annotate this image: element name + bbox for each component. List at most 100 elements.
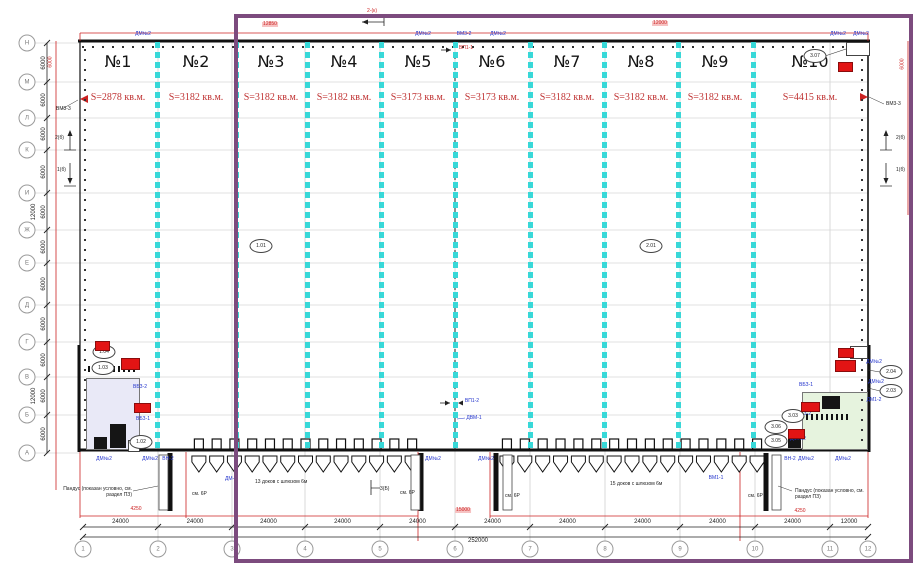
inner-dotted-line-right [861, 49, 863, 443]
side-label: 1(б) [57, 167, 66, 173]
grid-bubble-left: Е [18, 254, 36, 272]
bay-dimension: 12000 [840, 519, 858, 525]
joint-mid-label2: ДВМ-1 [466, 415, 482, 421]
stair-block [94, 437, 107, 449]
dock-left-door [407, 438, 418, 450]
dock-right-door [662, 438, 673, 450]
wall-label-top: ДМ№2 [415, 31, 431, 37]
grid-bubble-bottom: 9 [671, 540, 689, 558]
side-label: ВМ3-3 [886, 101, 901, 107]
grid-bubble-left: Б [18, 406, 36, 424]
red-dim-right-rot: 6000 [899, 58, 906, 70]
bay-dimension: 24000 [559, 519, 576, 525]
ramp-note-right: Пандус (показан условно, см. раздел ПЗ) [795, 488, 864, 500]
dock-right-funnel [606, 455, 622, 473]
section-area: S=3182 кв.м. [613, 92, 669, 103]
dock-left-door [389, 438, 400, 450]
grid-bubble-left: Л [18, 109, 36, 127]
grid-bubble-left: Д [18, 296, 36, 314]
dock-left-funnel [244, 455, 260, 473]
wall-label-bottom: ДМ№2 [835, 456, 851, 462]
side-label: 2(б) [896, 135, 905, 141]
room-tag: 2.03 [879, 384, 903, 398]
room-tag: 3.07 [803, 49, 827, 63]
ramp-bar [493, 453, 499, 511]
roof-access-box [846, 42, 870, 56]
section-area: S=3182 кв.м. [168, 92, 224, 103]
joint-mid-label: ВП1-2 [464, 398, 480, 404]
red-dim-left-rot: 6000 [47, 56, 54, 68]
dock-right-door [537, 438, 548, 450]
corner-label: ДМ№2 [868, 379, 884, 385]
corner-label: ВБЗ-1 [135, 416, 151, 422]
room-tag: 1.03 [91, 361, 115, 375]
section-area: S=3182 кв.м. [539, 92, 595, 103]
grid-bubble-bottom: 11 [821, 540, 839, 558]
bay-dimension: 24000 [634, 519, 651, 525]
ramp-outline [771, 454, 782, 511]
room-tag: 3.06 [764, 420, 788, 434]
see-ref-label: см. 6Р [400, 490, 415, 496]
section-divider [601, 42, 607, 448]
red-dim-bottom-left: 4250 [130, 506, 142, 512]
revision-marker [788, 429, 805, 439]
bay-dimension-left: 6000 [41, 93, 47, 107]
grid-bubble-left: Г [18, 333, 36, 351]
dock-right-funnel [624, 455, 640, 473]
red-dim-bottom-right: 4250 [794, 508, 806, 514]
grid-bubble-bottom: 8 [596, 540, 614, 558]
dock-right-door [573, 438, 584, 450]
section-number: №6 [478, 52, 506, 71]
side-label: 3(Б) [380, 486, 390, 492]
wall-label-bottom: ДМ№2 [96, 456, 112, 462]
dock-right-funnel [749, 455, 765, 473]
bay-dimension: 24000 [409, 519, 426, 525]
section-divider [378, 42, 384, 448]
dock-right-funnel [535, 455, 551, 473]
section-number: №1 [104, 52, 132, 71]
bay-dimension-left: 6000 [41, 204, 47, 219]
wall-label-bottom: ДМ№2 [142, 456, 158, 462]
dock-right-door [591, 438, 602, 450]
dock-right-funnel [553, 455, 569, 473]
dock-right-door [734, 438, 745, 450]
bay-dimension-left: 6000 [41, 389, 47, 403]
section-divider [233, 42, 239, 448]
grid-bubble-bottom: 1 [74, 540, 92, 558]
inner-dotted-line-top [82, 46, 866, 48]
dock-left-funnel [315, 455, 331, 473]
ramp-note-left: Пандус (показан условно, см. раздел ПЗ) [63, 486, 132, 498]
dock-left-funnel [386, 455, 402, 473]
dock-right-funnel [731, 455, 747, 473]
wall-label-top: ДМ№2 [830, 31, 846, 37]
section-divider [304, 42, 310, 448]
section-number: №9 [701, 52, 729, 71]
dock-right-door [501, 438, 513, 450]
revision-marker [838, 348, 854, 358]
section-number: №4 [330, 52, 358, 71]
corner-label: ДМ№2 [790, 436, 806, 442]
section-area: S=3173 кв.м. [390, 92, 446, 103]
bay-dimension-left: 6000 [41, 55, 47, 70]
revision-marker [121, 358, 140, 370]
dock-right-door [680, 438, 691, 450]
dock-left-funnel [369, 455, 385, 473]
dock-left-door [264, 438, 276, 450]
section-number: №2 [182, 52, 210, 71]
ramp-outline [410, 454, 421, 511]
corner-label: ВМ1-1 [708, 475, 724, 481]
dock-right-door [555, 438, 566, 450]
revision-marker [134, 403, 151, 413]
dock-count-left-label: 13 доков с шлюзом 6м [255, 479, 308, 485]
dock-left-funnel [262, 455, 278, 473]
corner-label: ДМ№2 [866, 359, 882, 365]
section-divider [527, 42, 533, 448]
stair-block [788, 437, 801, 448]
dock-left-funnel [298, 455, 313, 473]
ramp-bar [418, 453, 424, 511]
dock-left-funnel [226, 455, 242, 473]
section-divider [750, 42, 756, 448]
wall-label-bottom: ВН-2 [784, 456, 796, 462]
